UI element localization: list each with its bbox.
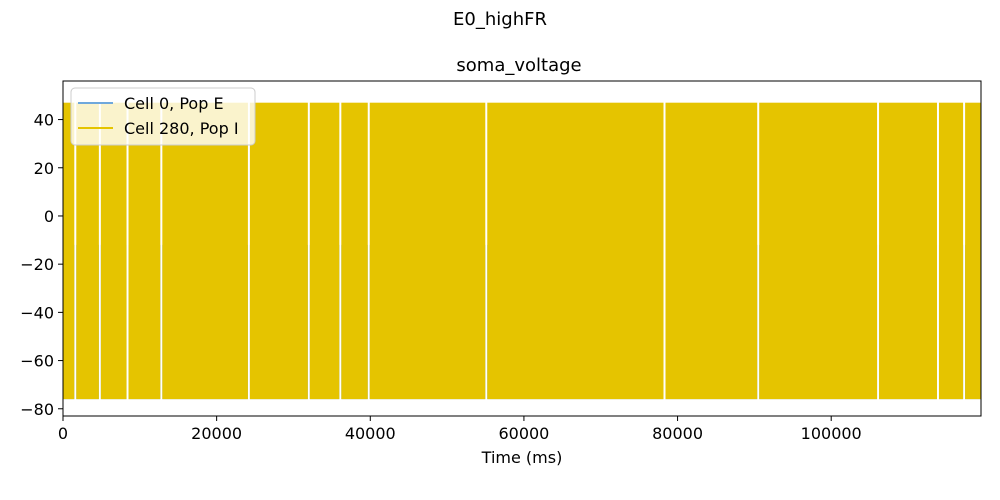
legend-label-cell-280: Cell 280, Pop I	[124, 119, 239, 138]
series-trace-segment	[938, 102, 964, 400]
legend-box	[70, 87, 256, 146]
legend[interactable]: Cell 0, Pop E Cell 280, Pop I	[70, 87, 256, 146]
series-trace-segment	[76, 102, 99, 400]
x-axis-ticks: 0 20000 40000 60000 80000 100000	[58, 416, 862, 443]
series-trace-segment	[162, 102, 248, 400]
series-trace-segment	[879, 102, 937, 400]
series-trace-segment	[309, 102, 340, 400]
series-trace-segment	[369, 102, 486, 400]
x-axis-label: Time (ms)	[481, 448, 563, 467]
series-trace-segment	[249, 102, 308, 400]
x-tick-label: 80000	[652, 424, 703, 443]
x-tick-label: 100000	[801, 424, 862, 443]
series-trace-segment	[665, 102, 758, 400]
series-trace-segment	[128, 102, 161, 400]
plot-area	[63, 102, 981, 400]
series-trace-segment	[759, 102, 878, 400]
legend-label-cell-0: Cell 0, Pop E	[124, 94, 224, 113]
y-tick-label: 0	[44, 207, 54, 226]
x-tick-label: 20000	[191, 424, 242, 443]
y-tick-label: −40	[20, 303, 54, 322]
x-tick-label: 40000	[345, 424, 396, 443]
series-trace-segment	[341, 102, 368, 400]
series-trace-segment	[965, 102, 981, 400]
y-tick-label: −80	[20, 400, 54, 419]
axes-title: soma_voltage	[456, 55, 581, 76]
axes-frame	[62, 80, 982, 417]
figure-suptitle: E0_highFR	[453, 9, 547, 30]
series-layer	[63, 102, 981, 400]
y-tick-label: −20	[20, 255, 54, 274]
y-axis-ticks: 40 20 0 −20 −40 −60 −80	[20, 111, 63, 419]
series-trace-segment	[63, 102, 75, 400]
y-tick-label: 40	[34, 111, 54, 130]
y-tick-label: 20	[34, 159, 54, 178]
y-tick-label: −60	[20, 352, 54, 371]
series-1	[63, 102, 981, 400]
x-tick-label: 0	[58, 424, 68, 443]
series-trace-segment	[100, 102, 127, 400]
series-trace-segment	[487, 102, 664, 400]
x-tick-label: 60000	[498, 424, 549, 443]
